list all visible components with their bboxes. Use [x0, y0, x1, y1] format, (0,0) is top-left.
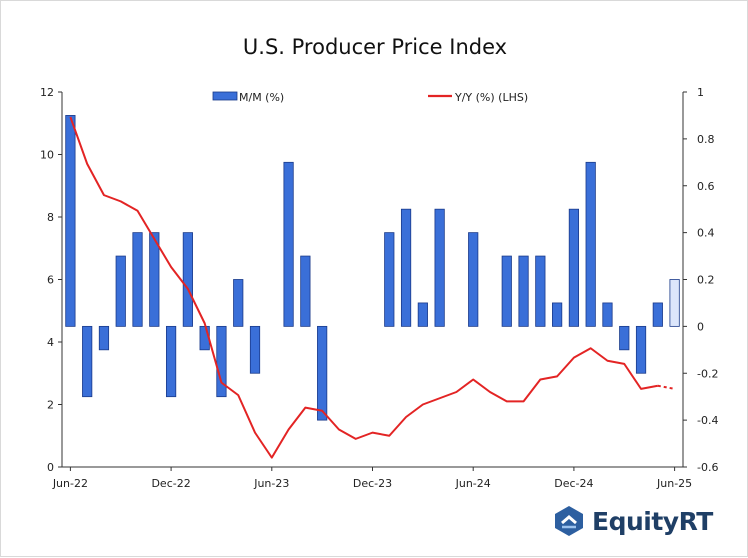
mm-bar — [317, 325, 328, 421]
legend-bar-swatch — [212, 91, 238, 101]
left-tick-label: 0 — [47, 461, 54, 474]
mm-bar — [165, 325, 177, 398]
legend-line-label: Y/Y (%) (LHS) — [454, 91, 528, 104]
mm-bar — [384, 232, 395, 327]
mm-bar — [434, 208, 445, 327]
right-tick-label: 0.2 — [697, 274, 715, 287]
left-tick-label: 2 — [47, 399, 54, 412]
x-tick-label: Dec-24 — [554, 477, 593, 490]
equityrt-logo: EquityRT — [552, 502, 713, 540]
mm-bar — [182, 232, 193, 327]
x-tick-label: Jun-23 — [253, 477, 289, 490]
mm-bar — [400, 208, 412, 327]
right-tick-label: 0.4 — [697, 227, 715, 240]
right-tick-label: -0.6 — [697, 461, 718, 474]
mm-bar — [65, 115, 76, 327]
mm-bar — [468, 232, 479, 327]
mm-bar — [115, 255, 126, 327]
mm-bar — [149, 232, 160, 327]
mm-bar — [619, 325, 630, 351]
x-tick-label: Jun-24 — [455, 477, 491, 490]
mm-bar — [233, 279, 244, 327]
x-tick-label: Jun-22 — [52, 477, 88, 490]
x-tick-label: Dec-23 — [353, 477, 392, 490]
right-tick-label: 0 — [697, 320, 704, 333]
left-tick-label: 12 — [40, 86, 54, 99]
bars-layer — [65, 115, 680, 421]
mm-bar — [132, 232, 143, 327]
mm-bar — [585, 161, 596, 327]
mm-bar — [652, 302, 663, 327]
mm-bar — [552, 302, 563, 327]
right-tick-label: 0.8 — [697, 133, 715, 146]
right-tick-label: -0.2 — [697, 367, 718, 380]
mm-bar — [518, 255, 529, 327]
x-tick-label: Jun-25 — [656, 477, 692, 490]
mm-bar — [669, 279, 680, 327]
mm-bar — [300, 255, 311, 327]
mm-bar — [635, 325, 647, 374]
right-tick-label: -0.4 — [697, 414, 718, 427]
mm-bar — [501, 255, 512, 327]
right-tick-label: 0.6 — [697, 180, 715, 193]
mm-bar — [417, 302, 428, 327]
left-tick-label: 10 — [40, 149, 54, 162]
mm-bar — [283, 161, 294, 327]
axes-layer: 0 2 4 6 8 10 12 1 0.8 0.6 0.4 0.2 0 -0.2 -0.4 -0.6 Jun-2… — [40, 86, 718, 490]
mm-bar — [602, 302, 613, 327]
mm-bar — [535, 255, 546, 327]
mm-bar — [568, 208, 580, 327]
chart-title: U.S. Producer Price Index — [242, 35, 508, 59]
left-tick-label: 4 — [47, 336, 54, 349]
mm-bar — [249, 325, 261, 374]
legend: M/M (%) Y/Y (%) (LHS) — [212, 91, 528, 104]
mm-bar — [82, 325, 93, 398]
equityrt-logo-icon — [555, 506, 583, 536]
line-layer — [69, 116, 675, 459]
mm-bar — [216, 325, 227, 398]
left-tick-label: 8 — [47, 211, 54, 224]
yy-line-projection — [657, 384, 675, 390]
mm-bar — [98, 325, 110, 351]
legend-bar-label: M/M (%) — [239, 91, 284, 104]
right-tick-label: 1 — [697, 86, 704, 99]
x-tick-label: Dec-22 — [151, 477, 190, 490]
logo-text: EquityRT — [592, 506, 713, 536]
yy-line — [69, 116, 659, 459]
left-tick-label: 6 — [47, 274, 54, 287]
